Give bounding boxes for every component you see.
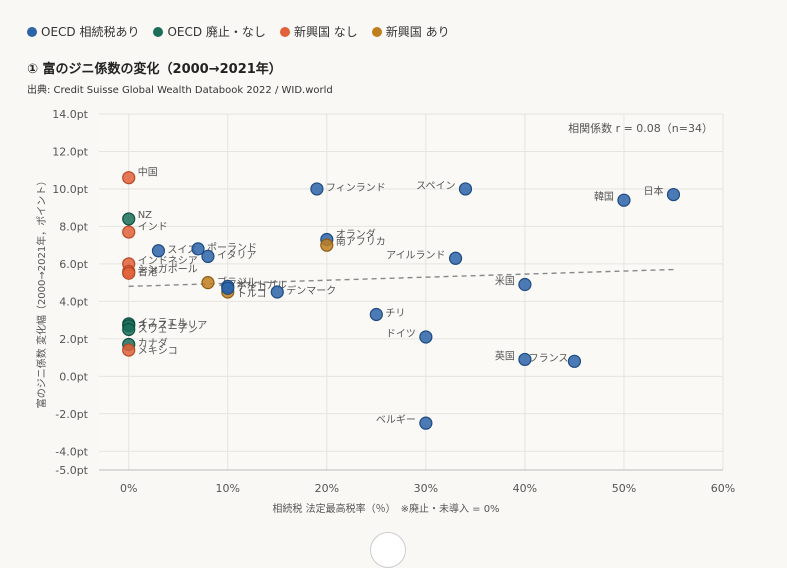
y-tick-label: 0.0pt — [59, 370, 88, 383]
legend-marker-icon — [279, 26, 290, 37]
data-label: フランス — [529, 352, 569, 364]
data-label: シンガポール — [138, 263, 198, 275]
y-axis-label: 富のジニ係数 変化幅（2000→2021年，ポイント） — [35, 176, 48, 408]
x-tick-label: 60% — [711, 482, 735, 495]
y-tick-label: 4.0pt — [59, 295, 88, 308]
x-tick-label: 30% — [414, 482, 438, 495]
data-label: チェコ — [237, 281, 267, 293]
data-label: 米国 — [495, 275, 515, 288]
data-label: フィンランド — [326, 182, 386, 194]
x-tick-label: 20% — [315, 482, 339, 495]
data-point — [419, 330, 433, 344]
data-label: イタリア — [217, 249, 257, 261]
data-point — [310, 182, 324, 196]
data-point — [151, 244, 166, 258]
legend-label: 新興国 あり — [385, 25, 450, 39]
y-tick-label: 14.0pt — [52, 108, 88, 121]
data-point — [419, 416, 433, 430]
y-tick-label: -5.0pt — [55, 464, 88, 477]
data-point — [448, 251, 463, 265]
legend-label: OECD 廃止・なし — [167, 25, 266, 39]
data-point — [567, 354, 582, 368]
data-label: オーストラリア — [138, 320, 208, 332]
data-label: 日本 — [643, 185, 663, 198]
data-point — [518, 277, 532, 292]
data-label: スイス — [167, 245, 197, 256]
scroll-handle[interactable] — [370, 532, 406, 568]
y-tick-label: -2.0pt — [55, 408, 88, 421]
legend-marker-icon — [371, 26, 382, 37]
data-label: チリ — [385, 307, 405, 319]
y-tick-label: 2.0pt — [59, 333, 88, 346]
correlation-annotation: 相関係数 r = 0.08（n=34） — [568, 122, 713, 135]
data-label: NZ — [138, 210, 152, 221]
legend: OECD 相続税あり OECD 廃止・なし 新興国 なし 新興国 あり — [27, 23, 450, 40]
legend-marker-icon — [153, 26, 164, 37]
data-point — [122, 322, 136, 337]
scatter-chart: 0% 10% 20% 30% 40% 50% 60% 14.0pt 12.0pt 10.0pt 8.… — [35, 108, 735, 515]
data-label: インド — [138, 222, 168, 233]
chart-title: ① 富のジニ係数の変化（2000→2021年） — [27, 62, 282, 77]
data-point — [518, 352, 532, 367]
data-label: オランダ — [336, 228, 376, 241]
data-label: 中国 — [138, 166, 158, 179]
data-label: スペイン — [416, 181, 455, 192]
data-point — [666, 187, 681, 202]
trendline — [128, 268, 674, 288]
data-point — [320, 238, 334, 252]
data-label: 南アフリカ — [336, 235, 386, 248]
data-label: スウェーデン — [138, 322, 198, 335]
data-point — [122, 343, 136, 357]
legend-label: OECD 相続税あり — [41, 25, 140, 39]
data-point — [617, 193, 631, 207]
data-label: イスラエル — [138, 317, 188, 329]
data-label: 韓国 — [594, 191, 614, 203]
chart-source: 出典: Credit Suisse Global Wealth Databook… — [27, 85, 333, 96]
legend-marker-icon — [27, 26, 37, 37]
legend-label: 新興国 なし — [293, 25, 358, 39]
legend-item-emerging-with-tax[interactable]: 新興国 あり — [371, 23, 450, 40]
data-label: 英国 — [495, 349, 515, 362]
plot-area — [99, 114, 723, 470]
data-point — [458, 182, 473, 196]
data-label: カナダ — [138, 336, 168, 349]
data-label: ベルギー — [376, 414, 416, 426]
y-tick-label: 8.0pt — [59, 220, 88, 233]
x-tick-label: 40% — [513, 482, 537, 495]
data-label: デンマーク — [286, 284, 336, 297]
x-axis-label: 相続税 法定最高税率（％） ※廃止・未導入 = 0% — [272, 502, 499, 515]
data-point — [122, 212, 136, 226]
data-label: 香港 — [138, 266, 158, 278]
y-tick-label: 12.0pt — [52, 145, 88, 158]
data-point — [369, 307, 383, 322]
data-label: アイルランド — [386, 249, 446, 261]
data-point — [221, 281, 235, 295]
data-label: トルコ — [237, 289, 267, 300]
data-point — [201, 276, 215, 290]
y-tick-label: 6.0pt — [59, 258, 88, 271]
data-point — [122, 266, 136, 280]
y-tick-label: -4.0pt — [55, 445, 88, 458]
legend-item-emerging-none[interactable]: 新興国 なし — [279, 23, 358, 40]
legend-item-oecd-abolished[interactable]: OECD 廃止・なし — [153, 23, 266, 40]
data-label: メキシコ — [138, 346, 178, 357]
data-label: インドネシア — [138, 255, 198, 267]
data-label: ドイツ — [386, 329, 416, 340]
data-label: ポーランド — [207, 242, 257, 254]
data-point — [122, 171, 136, 185]
data-point — [270, 285, 284, 299]
y-tick-label: 10.0pt — [52, 183, 88, 196]
x-tick-label: 0% — [120, 482, 137, 495]
x-tick-label: 50% — [612, 482, 636, 495]
data-point — [191, 242, 205, 256]
legend-item-oecd-with-tax[interactable]: OECD 相続税あり — [27, 23, 139, 40]
x-tick-label: 10% — [216, 482, 240, 495]
data-point — [201, 249, 215, 263]
data-point — [122, 225, 136, 239]
